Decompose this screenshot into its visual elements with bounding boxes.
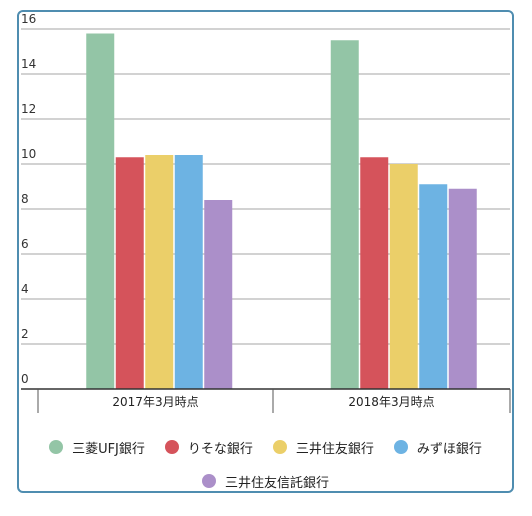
legend-swatch (272, 440, 287, 454)
bar (174, 155, 203, 389)
legend-item[interactable]: 三井住友銀行 (272, 438, 374, 457)
legend-label: 三菱UFJ銀行 (72, 441, 145, 457)
bar (204, 200, 233, 389)
legend-item[interactable]: りそな銀行 (164, 438, 253, 457)
y-tick-label: 4 (21, 282, 29, 296)
bar (389, 164, 418, 389)
legend-row-1: 三菱UFJ銀行 りそな銀行 三井住友銀行 みずほ銀行 (19, 430, 512, 464)
bar (86, 33, 115, 389)
legend-label: みずほ銀行 (416, 441, 482, 457)
bar (419, 184, 448, 389)
legend: 三菱UFJ銀行 りそな銀行 三井住友銀行 みずほ銀行 三井住友信託銀行 (19, 430, 512, 498)
bar (145, 155, 174, 389)
legend-item[interactable]: 三菱UFJ銀行 (49, 438, 145, 457)
legend-swatch (49, 440, 64, 454)
x-tick-label: 2018年3月時点 (348, 395, 434, 409)
y-tick-label: 8 (21, 192, 29, 206)
legend-label: りそな銀行 (187, 441, 253, 457)
bar (448, 188, 477, 389)
x-tick-label: 2017年3月時点 (112, 395, 198, 409)
legend-swatch (393, 440, 408, 454)
y-tick-label: 10 (21, 147, 36, 161)
legend-item[interactable]: 三井住友信託銀行 (201, 472, 329, 491)
legend-label: 三井住友銀行 (295, 441, 374, 457)
y-tick-label: 6 (21, 237, 29, 251)
legend-swatch (164, 440, 179, 454)
y-tick-label: 0 (21, 372, 29, 386)
bar (330, 40, 359, 389)
legend-swatch (201, 474, 216, 488)
legend-label: 三井住友信託銀行 (224, 475, 329, 491)
y-tick-label: 12 (21, 102, 36, 116)
bar (360, 157, 389, 389)
legend-row-2: 三井住友信託銀行 (19, 464, 512, 498)
y-tick-label: 14 (21, 57, 36, 71)
legend-item[interactable]: みずほ銀行 (393, 438, 482, 457)
bar (115, 157, 144, 389)
y-tick-label: 2 (21, 327, 29, 341)
y-tick-label: 16 (21, 12, 36, 26)
